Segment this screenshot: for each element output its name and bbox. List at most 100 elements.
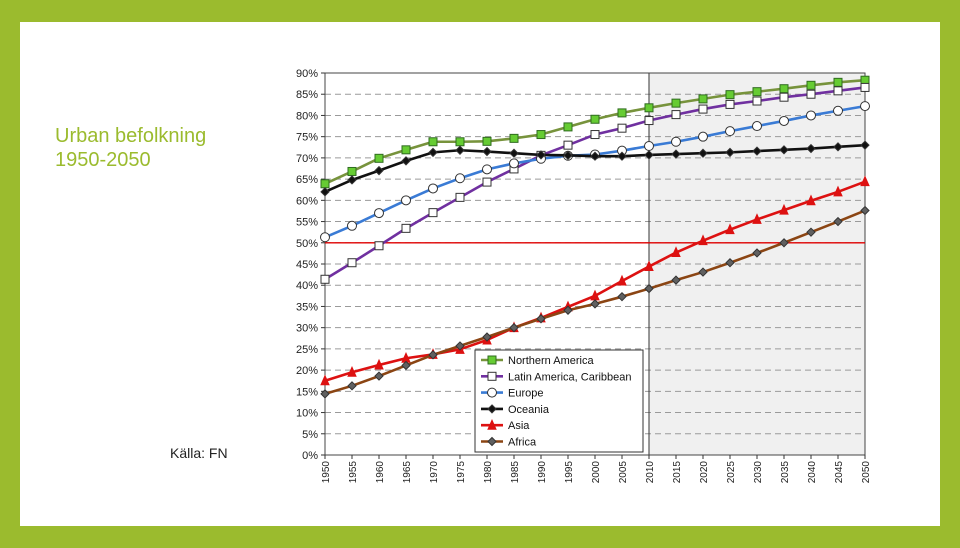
legend-label: Africa xyxy=(508,437,537,449)
legend-swatch-marker xyxy=(487,436,497,447)
data-point xyxy=(779,84,789,94)
data-point xyxy=(779,203,789,215)
data-point xyxy=(428,350,438,360)
y-tick-label: 70% xyxy=(296,153,318,165)
data-point xyxy=(671,149,681,159)
data-point xyxy=(725,99,735,109)
data-point xyxy=(455,137,465,147)
data-point xyxy=(590,130,600,140)
series-northern-america xyxy=(320,75,870,189)
data-point xyxy=(482,146,492,157)
data-point xyxy=(806,143,816,154)
data-point xyxy=(644,116,654,126)
data-point xyxy=(347,366,357,377)
data-point xyxy=(428,183,438,194)
legend xyxy=(474,349,644,453)
data-point xyxy=(320,187,330,197)
data-point xyxy=(644,141,654,152)
y-tick-label: 40% xyxy=(296,280,318,292)
data-point xyxy=(833,142,843,152)
data-point xyxy=(617,151,627,161)
data-point xyxy=(725,258,735,268)
data-point xyxy=(320,389,330,399)
data-point xyxy=(563,305,573,315)
data-point xyxy=(374,153,384,163)
series-oceania xyxy=(320,140,870,197)
data-point xyxy=(698,234,708,246)
data-point xyxy=(320,274,330,284)
data-point xyxy=(428,137,438,147)
x-tick-label: 2050 xyxy=(861,461,872,484)
x-tick-label: 2010 xyxy=(645,461,656,484)
data-point xyxy=(347,220,357,231)
data-point xyxy=(590,114,600,124)
y-tick-label: 55% xyxy=(296,217,318,229)
data-point xyxy=(671,110,681,120)
y-tick-label: 30% xyxy=(296,323,318,335)
data-point xyxy=(374,165,384,176)
data-point xyxy=(671,98,681,108)
x-tick-label: 2040 xyxy=(807,461,818,484)
data-point xyxy=(833,105,843,116)
data-point xyxy=(455,192,465,202)
legend-label: Oceania xyxy=(508,404,550,416)
data-point xyxy=(833,185,843,197)
data-point xyxy=(698,267,708,277)
data-point xyxy=(698,94,708,104)
data-point xyxy=(779,145,789,155)
y-tick-label: 50% xyxy=(296,238,318,250)
data-point xyxy=(860,175,870,187)
data-point xyxy=(833,77,843,87)
data-point xyxy=(401,195,411,206)
data-point xyxy=(860,205,870,216)
x-tick-label: 1990 xyxy=(537,461,548,484)
data-point xyxy=(617,274,627,286)
data-point xyxy=(536,150,546,160)
data-point xyxy=(752,213,762,224)
data-point xyxy=(590,151,600,161)
legend-label: Asia xyxy=(508,420,530,432)
y-tick-label: 85% xyxy=(296,89,318,101)
data-point xyxy=(779,115,789,126)
data-point xyxy=(617,291,627,302)
x-tick-label: 1995 xyxy=(564,461,575,484)
data-point xyxy=(752,248,762,258)
data-point xyxy=(374,241,384,251)
data-point xyxy=(860,101,870,112)
data-point xyxy=(833,216,843,227)
data-point xyxy=(374,208,384,219)
data-point xyxy=(671,246,681,258)
data-point xyxy=(671,136,681,147)
y-tick-label: 75% xyxy=(296,132,318,144)
data-point xyxy=(806,80,816,90)
data-point xyxy=(455,173,465,184)
legend-swatch-marker xyxy=(487,387,497,398)
data-point xyxy=(617,123,627,133)
x-tick-label: 1980 xyxy=(483,461,494,484)
data-point xyxy=(671,275,681,285)
x-tick-label: 2020 xyxy=(699,461,710,484)
data-point xyxy=(779,238,789,248)
y-tick-label: 15% xyxy=(296,386,318,398)
y-tick-label: 5% xyxy=(302,429,318,441)
data-point xyxy=(482,177,492,187)
x-tick-label: 1965 xyxy=(402,461,413,484)
source-note: Källa: FN xyxy=(170,445,228,461)
x-tick-label: 2035 xyxy=(780,461,791,484)
data-point xyxy=(347,258,357,268)
x-tick-label: 1960 xyxy=(375,461,386,484)
data-point xyxy=(806,110,816,121)
data-point xyxy=(401,360,411,371)
slide-title: Urban befolkning 1950-2050 xyxy=(55,124,206,172)
data-point xyxy=(374,358,384,370)
data-point xyxy=(482,332,492,342)
x-tick-label: 2045 xyxy=(834,461,845,484)
data-point xyxy=(347,381,357,391)
data-point xyxy=(563,150,573,161)
data-point xyxy=(509,148,519,158)
y-tick-label: 25% xyxy=(296,344,318,356)
data-point xyxy=(347,166,357,176)
data-point xyxy=(806,227,816,237)
data-point xyxy=(779,92,789,102)
